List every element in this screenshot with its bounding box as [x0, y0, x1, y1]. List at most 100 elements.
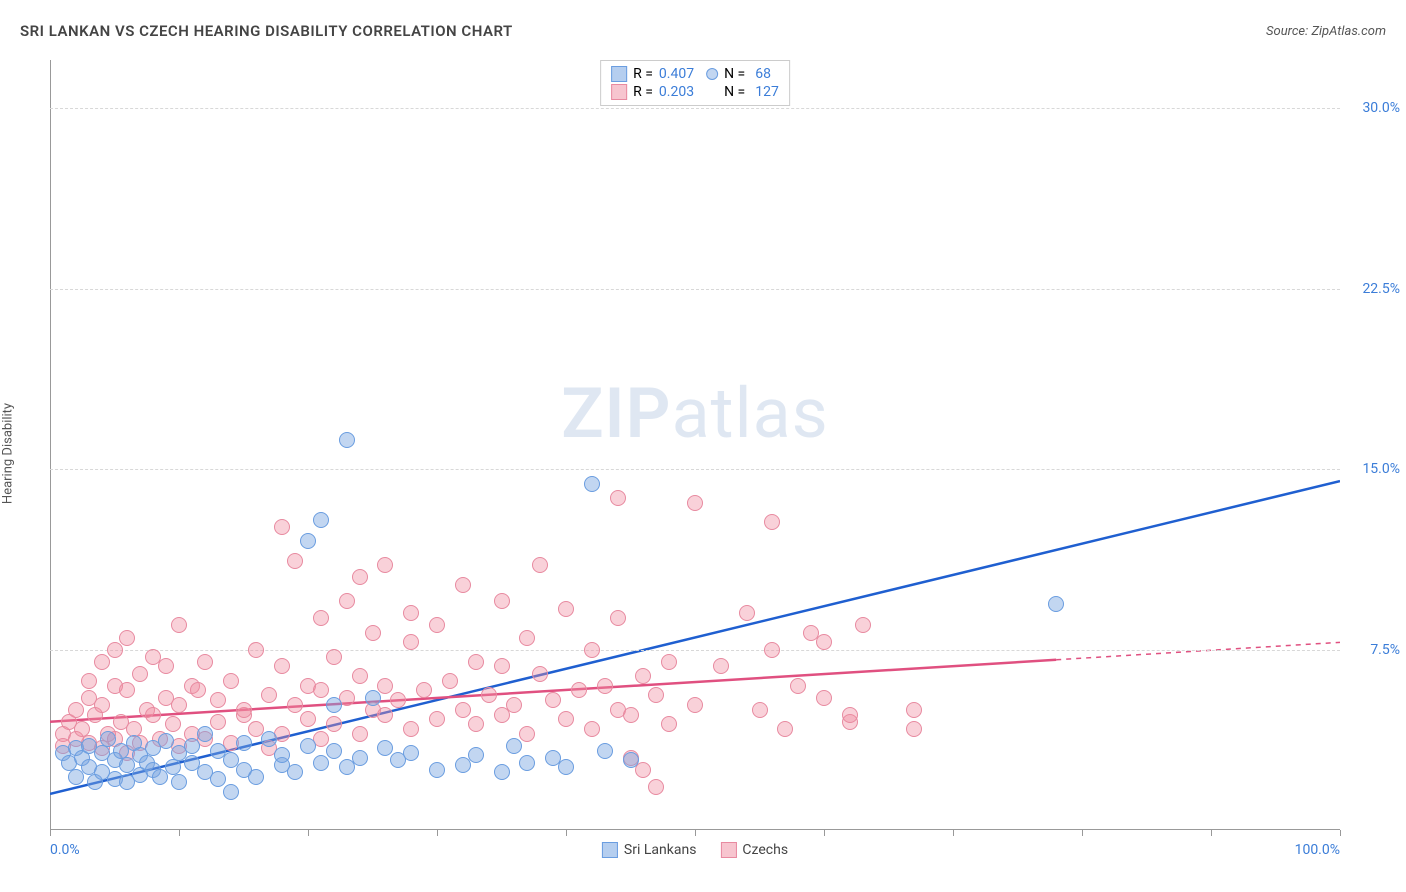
scatter-point	[558, 601, 574, 617]
x-tick	[695, 830, 696, 836]
scatter-point	[94, 697, 110, 713]
gridline	[50, 108, 1340, 109]
scatter-point	[687, 697, 703, 713]
scatter-point	[752, 702, 768, 718]
n-label-1: N =	[724, 66, 745, 82]
watermark-bold: ZIP	[561, 373, 671, 455]
r-value-1: 0.407	[659, 66, 694, 82]
legend-row-series1: R = 0.407 N = 68	[611, 65, 779, 83]
scatter-point	[158, 733, 174, 749]
scatter-point	[661, 654, 677, 670]
scatter-point	[248, 642, 264, 658]
scatter-point	[648, 687, 664, 703]
scatter-point	[326, 716, 342, 732]
scatter-point	[94, 654, 110, 670]
scatter-point	[171, 697, 187, 713]
scatter-point	[100, 731, 116, 747]
scatter-point	[842, 707, 858, 723]
n-label-2: N =	[724, 84, 745, 100]
scatter-point	[764, 514, 780, 530]
scatter-point	[287, 697, 303, 713]
scatter-point	[623, 752, 639, 768]
scatter-point	[403, 605, 419, 621]
r-value-2: 0.203	[659, 84, 694, 100]
scatter-point	[494, 764, 510, 780]
scatter-point	[519, 755, 535, 771]
legend-dot-series1	[706, 68, 718, 80]
scatter-point	[558, 711, 574, 727]
legend-item-series2: Czechs	[720, 842, 788, 858]
legend-item-series1: Sri Lankans	[602, 842, 697, 858]
scatter-point	[494, 658, 510, 674]
x-tick	[50, 830, 51, 836]
scatter-point	[1048, 596, 1064, 612]
watermark-light: atlas	[672, 373, 829, 455]
scatter-plot: ZIPatlas R = 0.407 N = 68 R = 0.203 N = …	[50, 60, 1340, 830]
scatter-point	[519, 726, 535, 742]
y-axis-label: Hearing Disability	[1, 403, 16, 504]
scatter-point	[313, 755, 329, 771]
scatter-point	[326, 697, 342, 713]
scatter-point	[326, 743, 342, 759]
title-row: SRI LANKAN VS CZECH HEARING DISABILITY C…	[20, 22, 1386, 40]
scatter-point	[145, 707, 161, 723]
scatter-point	[132, 666, 148, 682]
scatter-point	[119, 682, 135, 698]
gridline	[50, 289, 1340, 290]
scatter-point	[481, 687, 497, 703]
x-tick	[179, 830, 180, 836]
y-axis-line	[50, 60, 51, 830]
scatter-point	[352, 569, 368, 585]
chart-title: SRI LANKAN VS CZECH HEARING DISABILITY C…	[20, 22, 513, 40]
x-tick	[437, 830, 438, 836]
x-tick	[1340, 830, 1341, 836]
scatter-point	[597, 743, 613, 759]
scatter-point	[210, 771, 226, 787]
legend-row-series2: R = 0.203 N = 127	[611, 83, 779, 101]
gridline	[50, 469, 1340, 470]
scatter-point	[764, 642, 780, 658]
scatter-point	[236, 702, 252, 718]
scatter-point	[171, 774, 187, 790]
scatter-point	[855, 617, 871, 633]
y-tick-label: 15.0%	[1345, 461, 1400, 477]
legend-swatch-bottom-1	[602, 842, 618, 858]
x-tick	[824, 830, 825, 836]
scatter-point	[81, 673, 97, 689]
scatter-point	[274, 747, 290, 763]
scatter-point	[158, 658, 174, 674]
x-tick-label: 0.0%	[50, 842, 80, 858]
scatter-point	[248, 769, 264, 785]
legend-label-1: Sri Lankans	[624, 842, 697, 858]
scatter-point	[326, 649, 342, 665]
legend-swatch-bottom-2	[720, 842, 736, 858]
scatter-point	[429, 617, 445, 633]
scatter-point	[584, 476, 600, 492]
scatter-point	[816, 634, 832, 650]
x-tick-label: 100.0%	[1295, 842, 1340, 858]
x-tick	[953, 830, 954, 836]
scatter-point	[313, 610, 329, 626]
scatter-point	[519, 630, 535, 646]
scatter-point	[236, 735, 252, 751]
scatter-point	[165, 716, 181, 732]
scatter-point	[274, 658, 290, 674]
trend-line-dashed	[1056, 642, 1340, 659]
y-tick-label: 7.5%	[1345, 642, 1400, 658]
scatter-point	[184, 738, 200, 754]
scatter-point	[339, 593, 355, 609]
scatter-point	[635, 762, 651, 778]
scatter-point	[661, 716, 677, 732]
scatter-point	[261, 731, 277, 747]
scatter-point	[739, 605, 755, 621]
legend-series: Sri Lankans Czechs	[602, 842, 788, 858]
scatter-point	[597, 678, 613, 694]
scatter-point	[687, 495, 703, 511]
scatter-point	[300, 711, 316, 727]
scatter-point	[584, 642, 600, 658]
scatter-point	[584, 721, 600, 737]
scatter-point	[713, 658, 729, 674]
scatter-point	[429, 762, 445, 778]
scatter-point	[171, 617, 187, 633]
scatter-point	[107, 642, 123, 658]
